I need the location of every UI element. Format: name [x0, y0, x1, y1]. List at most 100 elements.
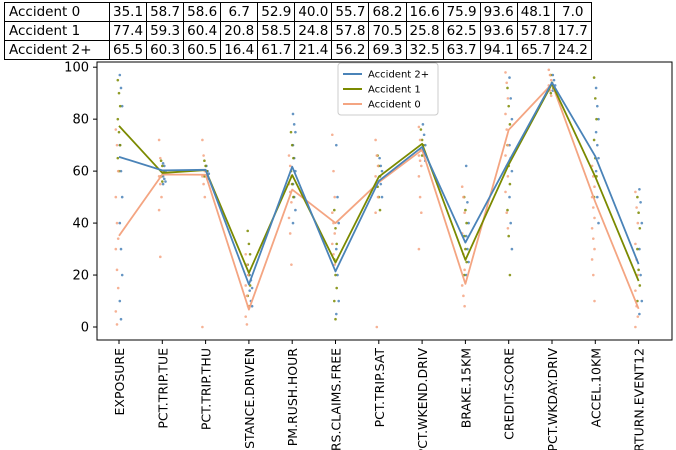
- scatter-point: [464, 247, 467, 251]
- scatter-point: [331, 133, 334, 137]
- scatter-point: [594, 130, 598, 134]
- scatter-point: [592, 138, 596, 142]
- table-cell: 20.8: [220, 21, 259, 41]
- table-cell: 60.4: [183, 21, 222, 41]
- scatter-point: [594, 169, 598, 173]
- scatter-point: [419, 128, 423, 131]
- scatter-point: [290, 182, 294, 186]
- scatter-point: [160, 195, 163, 199]
- scatter-point: [201, 175, 204, 178]
- table-cell: 48.1: [516, 2, 555, 22]
- table-cell: 57.8: [516, 21, 555, 41]
- y-tick-label: 40: [72, 217, 89, 232]
- scatter-point: [288, 164, 292, 168]
- scatter-point: [294, 130, 297, 134]
- scatter-point: [332, 169, 335, 173]
- lines-layer: [118, 81, 640, 311]
- scatter-point: [333, 195, 337, 199]
- legend: Accident 2+ Accident 1 Accident 0: [337, 62, 439, 116]
- scatter-point: [417, 154, 421, 157]
- scatter-point: [593, 216, 596, 220]
- scatter-point: [288, 232, 292, 235]
- stats-table: Accident 0 35.1 58.7 58.6 6.7 52.9 40.0 55.7 68.…: [4, 2, 592, 60]
- scatter-point: [508, 123, 512, 126]
- scatter-point: [375, 154, 379, 157]
- scatter-point: [634, 242, 637, 246]
- scatter-point: [118, 221, 122, 225]
- scatter-point: [334, 226, 337, 230]
- x-tick-label: EXPOSURE: [112, 348, 127, 416]
- scatter-point: [378, 156, 381, 160]
- x-tick-label: ACCEL.10KM: [588, 348, 603, 428]
- scatter-point: [374, 211, 377, 214]
- scatter-point: [593, 185, 596, 189]
- scatter-point: [593, 247, 596, 251]
- scatter-point: [504, 190, 507, 194]
- scatter-point: [248, 252, 252, 256]
- scatter-point: [376, 195, 380, 199]
- scatter-point: [463, 211, 466, 214]
- scatter-point: [636, 299, 639, 303]
- scatter-point: [287, 154, 291, 157]
- scatter-point: [635, 206, 638, 209]
- scatter-point: [509, 97, 512, 100]
- scatter-point: [291, 221, 295, 225]
- scatter-point: [290, 200, 293, 204]
- x-tick-label: PCT.TRIP.TUE: [155, 348, 170, 429]
- scatter-point: [460, 284, 464, 287]
- scatter-point: [245, 323, 249, 326]
- table-cell: 16.4: [220, 40, 259, 60]
- plot-frame: [96, 61, 673, 341]
- scatter-point: [335, 143, 338, 147]
- scatter-point: [159, 156, 162, 160]
- scatter-point: [596, 104, 599, 108]
- scatter-point: [421, 123, 425, 126]
- scatter-point: [117, 130, 121, 134]
- scatter-point: [508, 195, 511, 199]
- scatter-point: [640, 299, 644, 303]
- scatter-point: [246, 273, 250, 277]
- scatter-point: [115, 143, 119, 147]
- scatter-point: [250, 286, 254, 290]
- scatter-point: [636, 221, 640, 225]
- scatter-point: [418, 138, 422, 142]
- scatter-point: [116, 78, 120, 82]
- scatter-point: [336, 273, 339, 277]
- scatter-point: [640, 221, 644, 225]
- scatter-point: [335, 286, 339, 290]
- table-cell: 24.8: [294, 21, 333, 41]
- scatter-point: [510, 169, 514, 173]
- scatter-point: [636, 247, 639, 251]
- table-cell: 60.5: [183, 40, 222, 60]
- table-cell: 65.5: [108, 40, 148, 60]
- scatter-point: [639, 200, 642, 204]
- scatter-point: [505, 128, 509, 131]
- scatter-point: [333, 299, 336, 303]
- scatter-point: [380, 195, 384, 199]
- legend-label: Accident 0: [368, 100, 421, 111]
- table-row: Accident 0 35.1 58.7 58.6 6.7 52.9 40.0 55.7 68.…: [4, 2, 592, 22]
- scatter-point: [504, 154, 507, 157]
- scatter-point: [290, 263, 293, 266]
- x-axis: EXPOSURE PCT.TRIP.TUE PCT.TRIP.THU DISTANCE…: [112, 340, 647, 450]
- scatter-point: [590, 226, 594, 230]
- scatter-point: [464, 208, 467, 212]
- scatter-point: [120, 104, 124, 108]
- scatter-point: [418, 195, 422, 199]
- scatter-point: [116, 117, 120, 121]
- scatter-point: [465, 221, 468, 225]
- scatter-point: [119, 317, 123, 321]
- scatter-point: [333, 232, 337, 235]
- scatter-point: [637, 211, 640, 214]
- scatter-point: [335, 247, 338, 251]
- scatter-point: [504, 71, 507, 74]
- scatter-point: [204, 164, 207, 168]
- scatter-point: [506, 86, 509, 90]
- table-row: Accident 2+ 65.5 60.3 60.5 16.4 61.7 21.4 56.2 6…: [4, 40, 592, 60]
- scatter-point: [596, 195, 599, 199]
- scatter-point: [639, 273, 642, 277]
- scatter-point: [335, 312, 338, 316]
- scatter-point: [159, 182, 162, 186]
- scatter-point: [201, 325, 204, 329]
